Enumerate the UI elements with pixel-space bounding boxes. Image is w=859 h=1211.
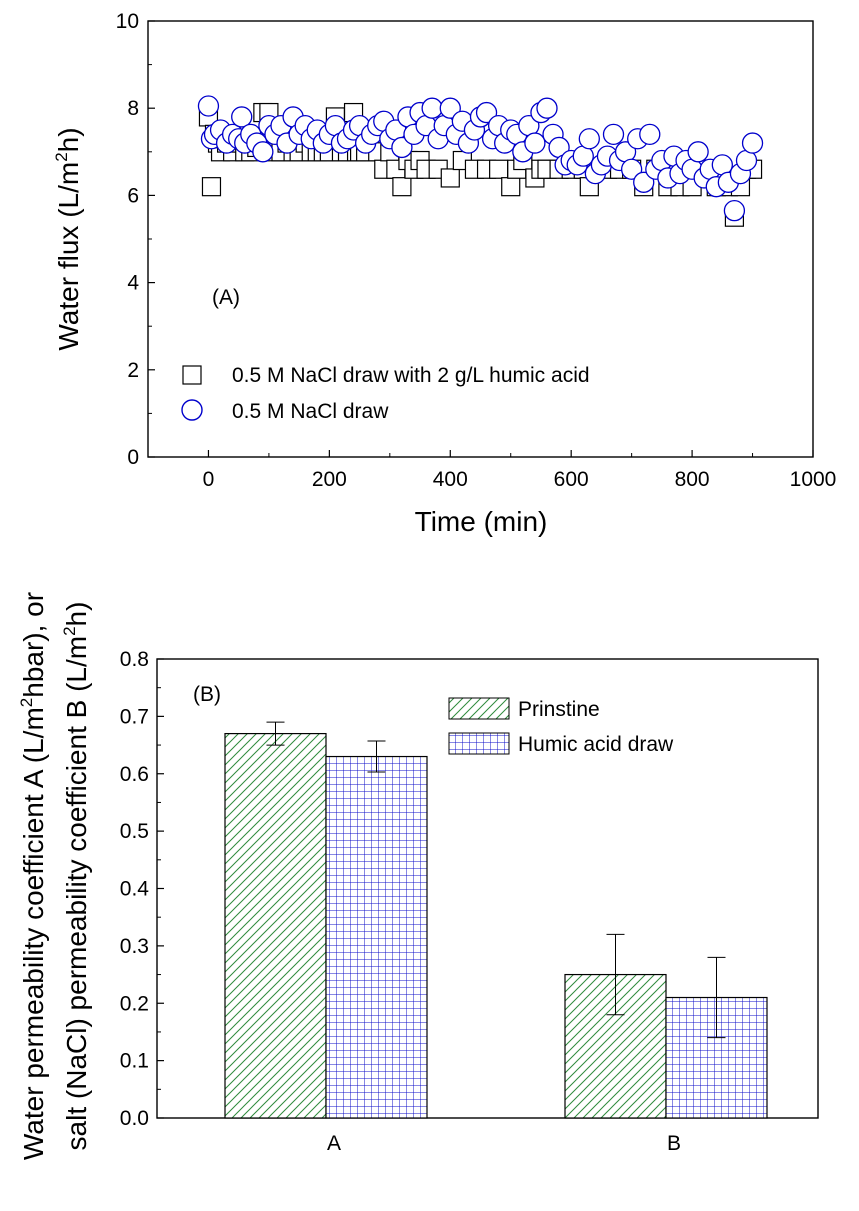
y-tick-label-b: 0.5 <box>120 820 149 843</box>
y-tick-label-b: 0.1 <box>120 1050 149 1073</box>
data-point-circle <box>536 97 558 119</box>
data-point-circle <box>475 101 498 124</box>
x-tick-label-a: 1000 <box>790 468 837 491</box>
y-axis-title-b-line2: salt (NaCl) permeability coefficient B (… <box>60 602 92 1151</box>
y-tick-label-b: 0.6 <box>120 763 149 786</box>
y-tick-label-a: 8 <box>127 97 139 120</box>
plot-area-frame-a <box>147 20 814 458</box>
bar-diagonal-hatch <box>224 732 327 1119</box>
data-point-circle <box>421 97 443 119</box>
y-tick-label-a: 4 <box>127 272 139 295</box>
y-tick-label-b: 0.4 <box>120 878 150 901</box>
data-point-circle <box>633 171 655 193</box>
x-tick-label-a: 0 <box>203 468 215 491</box>
legend-swatch-prinstine <box>448 697 510 720</box>
data-point-square <box>201 177 222 197</box>
data-point-circle <box>197 95 220 117</box>
data-point-square <box>501 177 521 197</box>
legend-swatch-circle <box>181 399 203 421</box>
x-axis-title-a: Time (min) <box>415 506 548 537</box>
y-tick-label-b: 0.3 <box>120 935 149 958</box>
data-point-circle <box>687 141 709 163</box>
x-tick-label-a: 600 <box>554 468 589 491</box>
data-point-square <box>392 177 412 197</box>
y-axis-title-a: Water flux (L/m2h) <box>52 127 84 350</box>
panel-label-a: (A) <box>212 286 240 309</box>
data-point-square <box>489 159 509 179</box>
x-tick-label-a: 200 <box>312 468 347 491</box>
data-point-circle <box>252 141 274 163</box>
legend-a: 0.5 M NaCl draw with 2 g/L humic acid 0.… <box>181 364 590 423</box>
x-tick-label-b: B <box>667 1132 681 1155</box>
data-point-circle <box>524 132 546 154</box>
y-tick-label-a: 2 <box>127 359 139 382</box>
data-point-circle <box>639 123 661 146</box>
x-tick-label-a: 800 <box>675 468 710 491</box>
panel-label-b: (B) <box>193 683 221 706</box>
y-tick-label-b: 0.0 <box>120 1107 149 1130</box>
data-point-circle <box>741 132 764 154</box>
legend-label-series-2: 0.5 M NaCl draw <box>232 400 389 423</box>
y-axis-title-b-line1: Water permeability coefficient A (L/m2hb… <box>17 592 49 1160</box>
bar-grid <box>325 755 428 1119</box>
legend-label-humic: Humic acid draw <box>518 733 674 756</box>
data-point-circle <box>391 136 413 159</box>
data-point-circle <box>578 128 600 150</box>
y-tick-label-a: 6 <box>127 184 139 207</box>
y-tick-label-b: 0.7 <box>120 705 149 728</box>
permeability-bar-panel: 0.0 0.1 0.2 0.3 0.4 0.5 0.6 0.7 0.8 A B (B) Water… <box>17 592 819 1160</box>
legend-swatch-square <box>182 365 202 385</box>
legend-b: Prinstine Humic acid draw <box>448 697 674 756</box>
data-point-circle <box>723 200 746 222</box>
y-tick-label-a: 0 <box>127 446 139 469</box>
legend-label-series-1: 0.5 M NaCl draw with 2 g/L humic acid <box>232 364 590 387</box>
data-point-square <box>440 168 460 188</box>
y-tick-label-b: 0.8 <box>120 648 149 671</box>
data-point-circle <box>439 97 461 119</box>
data-point-circle <box>602 123 625 146</box>
y-tick-label-b: 0.2 <box>120 992 149 1015</box>
legend-label-prinstine: Prinstine <box>518 698 600 721</box>
data-point-circle <box>231 106 253 128</box>
x-tick-label-a: 400 <box>433 468 468 491</box>
y-tick-label-a: 10 <box>116 10 139 33</box>
x-tick-label-b: A <box>327 1132 341 1155</box>
data-point-circle <box>620 158 643 180</box>
flux-scatter-panel: 0 2 4 6 8 10 0 200 400 600 800 1000 (A) Time (min)… <box>52 10 836 537</box>
legend-swatch-humic <box>448 732 510 755</box>
